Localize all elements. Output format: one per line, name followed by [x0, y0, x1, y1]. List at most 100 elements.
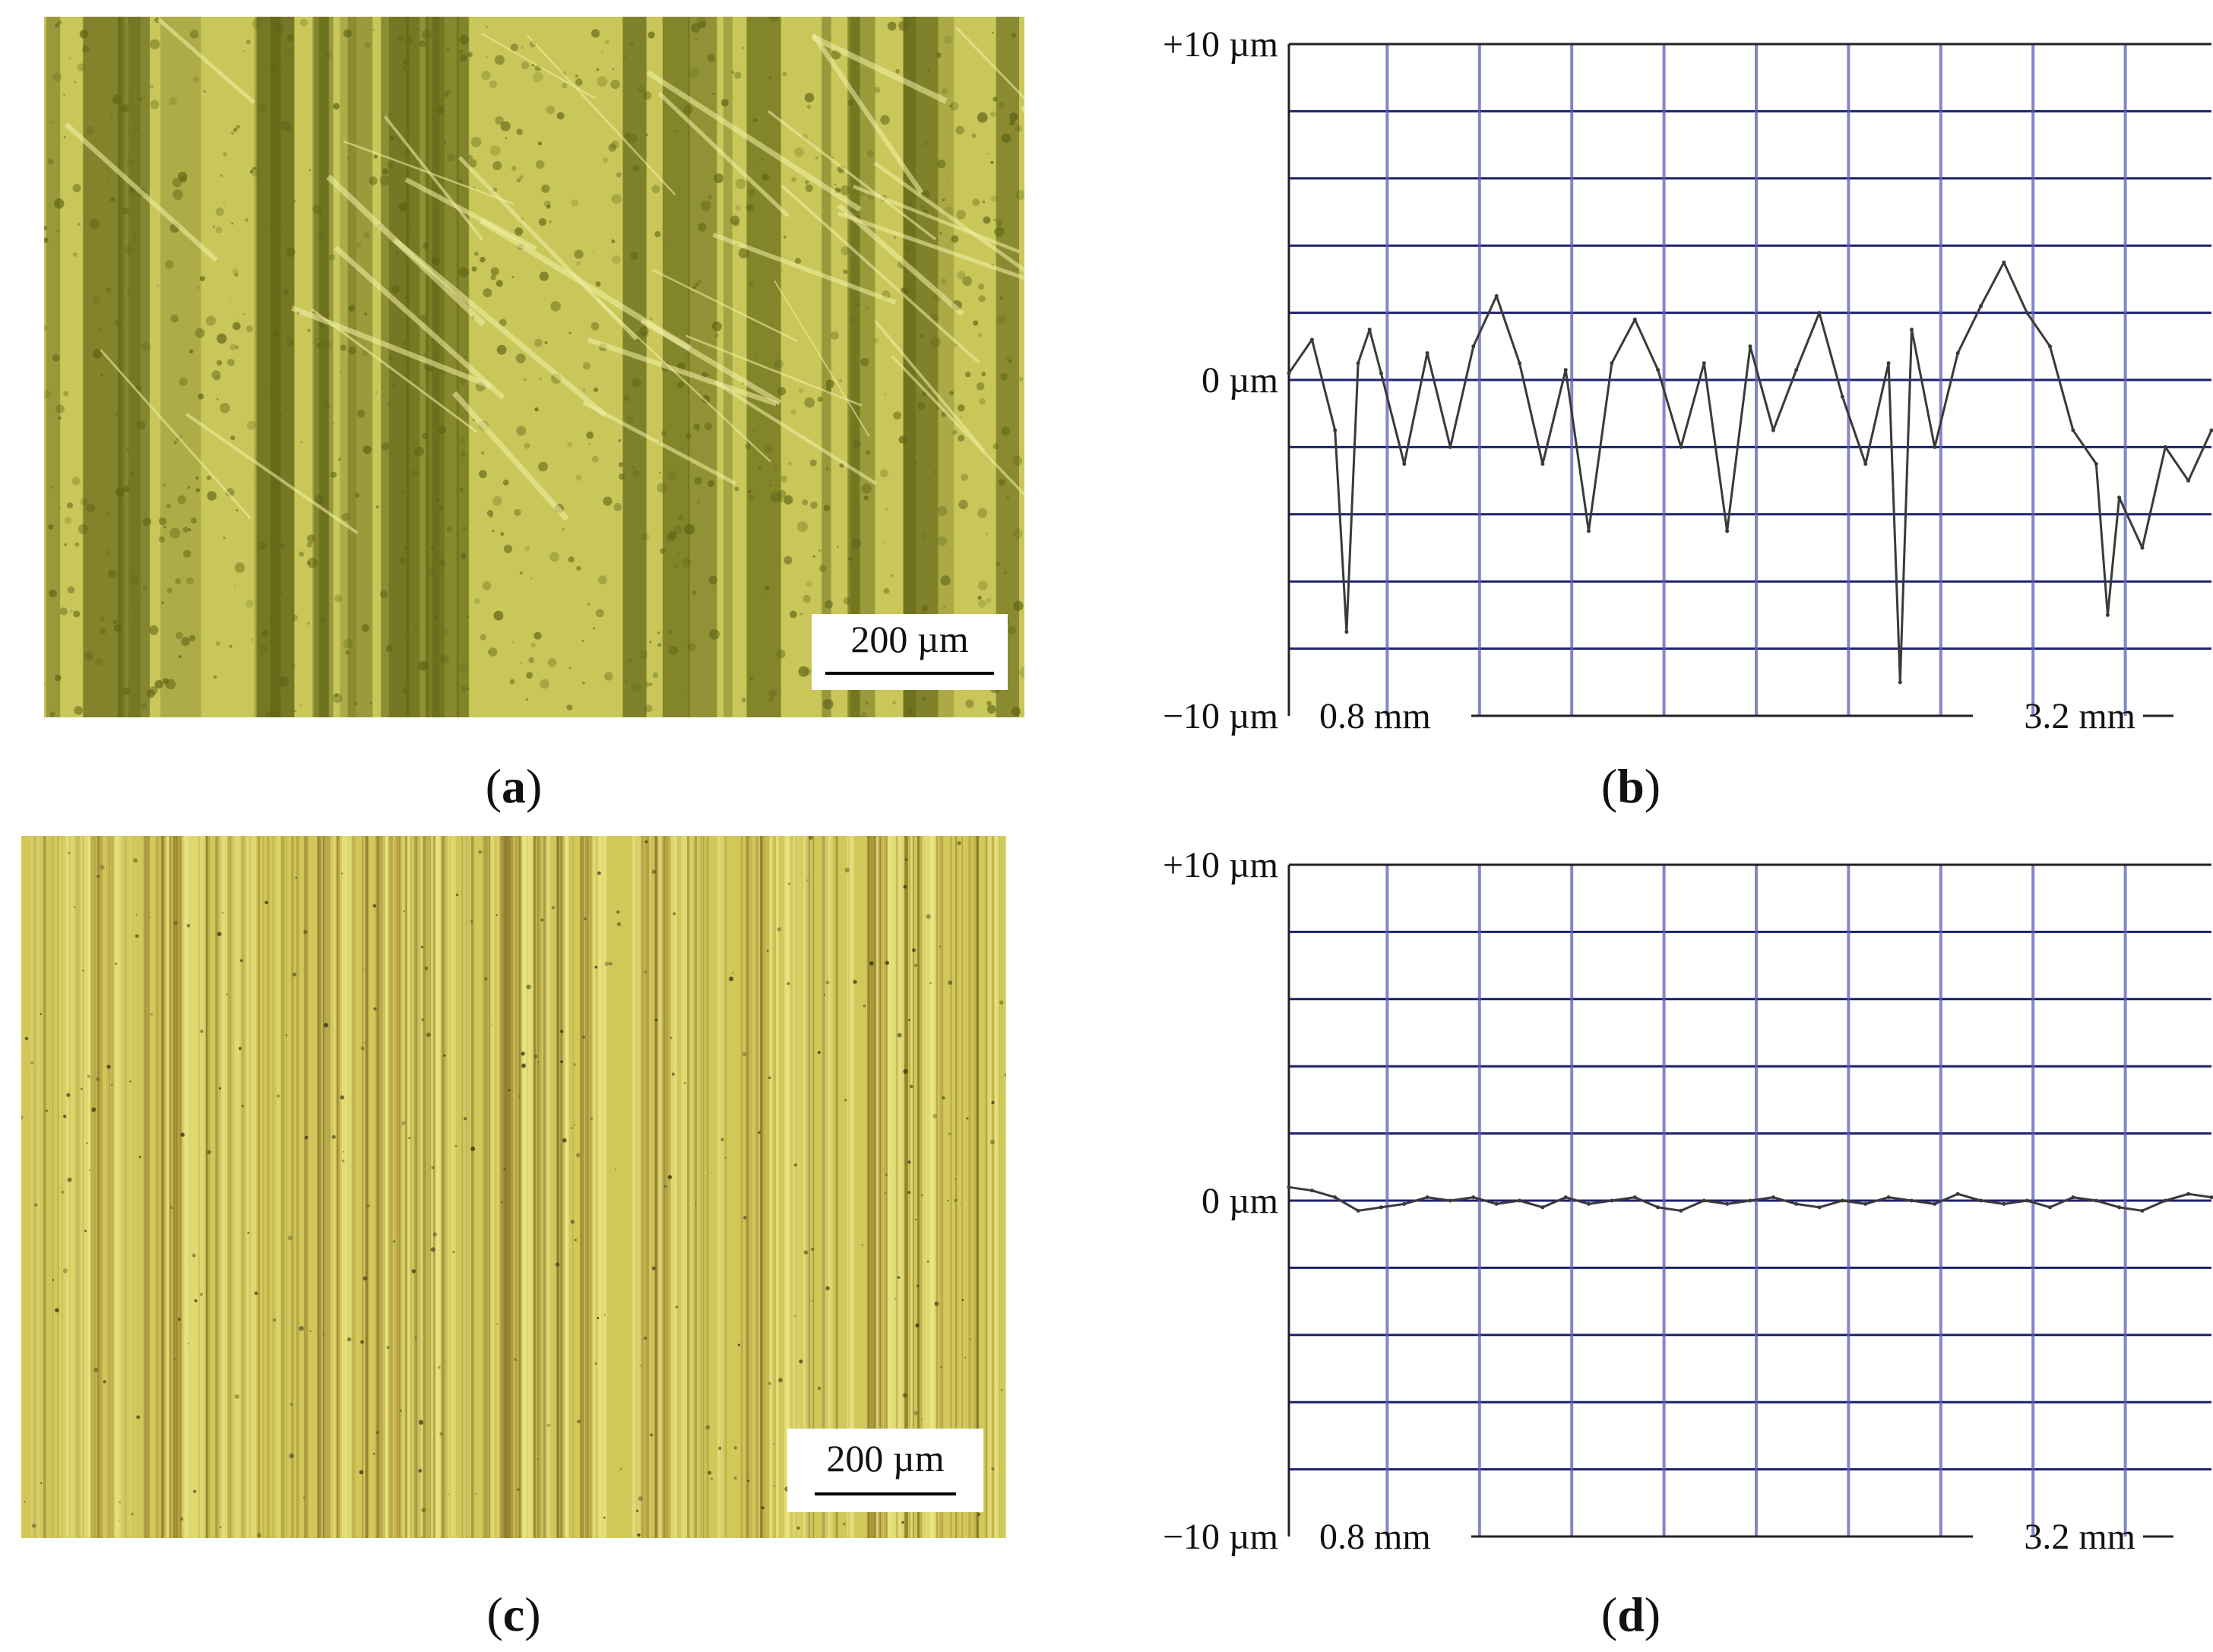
profile-data-point: [2048, 344, 2052, 349]
profile-data-point: [1610, 1198, 1614, 1203]
profile-data-point: [1287, 1185, 1291, 1189]
profile-data-point: [1333, 1195, 1338, 1200]
profile-data-point: [1632, 1195, 1637, 1200]
profile-data-point: [1794, 368, 1799, 372]
profile-data-point: [1771, 1195, 1775, 1200]
profile-data-point: [1886, 361, 1891, 366]
scale-bar-a: 200 µm: [812, 614, 1008, 690]
profile-data-point: [2002, 1201, 2006, 1206]
profile-data-point: [2071, 428, 2075, 432]
profile-data-point: [2140, 546, 2145, 550]
caption-b-letter: b: [1617, 759, 1645, 813]
profile-data-point: [1955, 351, 1960, 356]
profile-data-point: [1898, 680, 1902, 685]
profile-data-point: [2117, 1205, 2122, 1210]
profile-data-point: [1471, 1195, 1476, 1200]
profile-data-point: [1563, 368, 1568, 372]
profile-data-point: [2140, 1208, 2145, 1213]
micrograph-a: [44, 17, 1024, 717]
x-tick-label-left: 0.8 mm: [1319, 696, 1431, 736]
profile-data-point: [1656, 368, 1661, 372]
profile-data-point: [1356, 1208, 1360, 1213]
profile-data-point: [2186, 479, 2191, 483]
profile-data-point: [1494, 294, 1499, 298]
profile-data-point: [1817, 1205, 1822, 1210]
caption-a: (a): [485, 759, 543, 813]
caption-d-letter: d: [1617, 1587, 1645, 1641]
profile-data-point: [1979, 304, 1983, 309]
profile-data-point: [1379, 371, 1383, 375]
profile-data-point: [2105, 612, 2110, 617]
profile-chart-b: +10 µm 0 µm −10 µm 0.8 mm 3.2 mm: [1163, 24, 2213, 736]
scale-bar-c-line: [815, 1492, 956, 1495]
micrograph-c-image: [21, 836, 1006, 1538]
profile-data-point: [1402, 462, 1407, 466]
profile-data-point: [1563, 1195, 1568, 1200]
y-tick-label-middle: 0 µm: [1201, 1181, 1278, 1221]
micrograph-texture: [44, 17, 1024, 717]
scale-bar-c: 200 µm: [787, 1429, 983, 1512]
micrograph-c: [21, 836, 1006, 1538]
y-tick-label-top: +10 µm: [1163, 24, 1278, 65]
profile-data-point: [1725, 529, 1730, 533]
profile-data-point: [1309, 337, 1314, 342]
y-tick-label-middle: 0 µm: [1201, 360, 1278, 400]
caption-a-letter: a: [502, 759, 526, 813]
profile-data-point: [1910, 328, 1914, 332]
profile-data-point: [1910, 1198, 1914, 1203]
x-tick-label-left: 0.8 mm: [1319, 1517, 1431, 1557]
profile-data-point: [2186, 1192, 2191, 1196]
profile-data-point: [1402, 1201, 1407, 1206]
profile-data-point: [1933, 1201, 1937, 1206]
profile-data-point: [1333, 428, 1338, 432]
profile-series-line: [1287, 261, 2213, 684]
profile-data-point: [1471, 344, 1476, 349]
profile-data-point: [1955, 1192, 1960, 1196]
grid-horizontal: [1289, 43, 2211, 650]
profile-data-point: [2071, 1195, 2075, 1200]
profile-data-point: [1817, 311, 1822, 315]
grid-horizontal: [1289, 863, 2211, 1471]
profile-data-point: [2025, 1198, 2029, 1203]
profile-data-point: [1702, 1198, 1706, 1203]
micrograph-texture: [21, 836, 1006, 1538]
profile-data-point: [1587, 1201, 1591, 1206]
profile-data-point: [1725, 1201, 1730, 1206]
y-tick-label-bottom: −10 µm: [1163, 1517, 1278, 1557]
profile-data-point: [2048, 1205, 2052, 1210]
caption-c: (c): [486, 1587, 541, 1641]
profile-data-point: [1610, 361, 1614, 366]
micrograph-background: [44, 17, 1024, 717]
profile-data-point: [1379, 1205, 1383, 1210]
profile-data-point: [2209, 1195, 2213, 1200]
profile-data-point: [1702, 361, 1706, 366]
profile-data-point: [1840, 1198, 1844, 1203]
profile-data-point: [1540, 462, 1545, 466]
profile-data-point: [1344, 630, 1349, 634]
y-tick-label-top: +10 µm: [1163, 845, 1278, 885]
y-tick-label-bottom: −10 µm: [1163, 696, 1278, 736]
profile-data-point: [1886, 1195, 1891, 1200]
x-tick-label-right: 3.2 mm: [2024, 696, 2135, 736]
profile-data-point: [1632, 317, 1637, 321]
profile-data-point: [2002, 260, 2006, 264]
profile-data-point: [2117, 495, 2122, 500]
profile-data-point: [1840, 394, 1844, 399]
profile-data-point: [1863, 462, 1868, 466]
grid-vertical: [1385, 44, 2127, 716]
profile-data-point: [2163, 445, 2167, 449]
profile-data-point: [1518, 361, 1521, 366]
scale-bar-c-label: 200 µm: [826, 1437, 945, 1480]
profile-data-point: [1748, 344, 1752, 349]
profile-data-point: [1794, 1201, 1799, 1206]
caption-b: (b): [1600, 759, 1661, 813]
profile-data-point: [2025, 311, 2029, 315]
micrograph-a-image: [44, 17, 1024, 717]
scale-bar-a-line: [825, 672, 994, 675]
profile-data-point: [2209, 428, 2213, 432]
profile-data-point: [1679, 1208, 1683, 1213]
profile-data-point: [1979, 1198, 1983, 1203]
profile-data-point: [2094, 1198, 2098, 1203]
caption-d: (d): [1600, 1587, 1661, 1641]
profile-data-point: [1367, 328, 1372, 332]
